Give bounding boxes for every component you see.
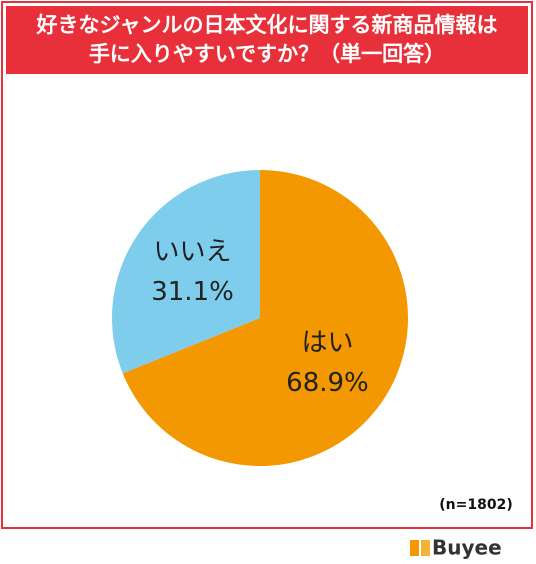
chart-title: 好きなジャンルの日本文化に関する新商品情報は: [36, 13, 498, 37]
title-banner: [6, 6, 528, 74]
pie-slice: [112, 170, 260, 374]
pie-slice: [122, 170, 408, 467]
sample-note: (n=1802): [439, 497, 512, 513]
slice-label: はい: [301, 328, 353, 358]
slice-label: いいえ: [154, 237, 232, 267]
logo: Buyee: [432, 536, 502, 560]
data-label: 68.9%: [286, 368, 369, 398]
logo-icon: [410, 540, 419, 556]
data-label: 31.1%: [151, 277, 234, 307]
chart-title: 手に入りやすいですか？（単一回答）: [89, 42, 445, 66]
logo-icon: [421, 540, 430, 556]
